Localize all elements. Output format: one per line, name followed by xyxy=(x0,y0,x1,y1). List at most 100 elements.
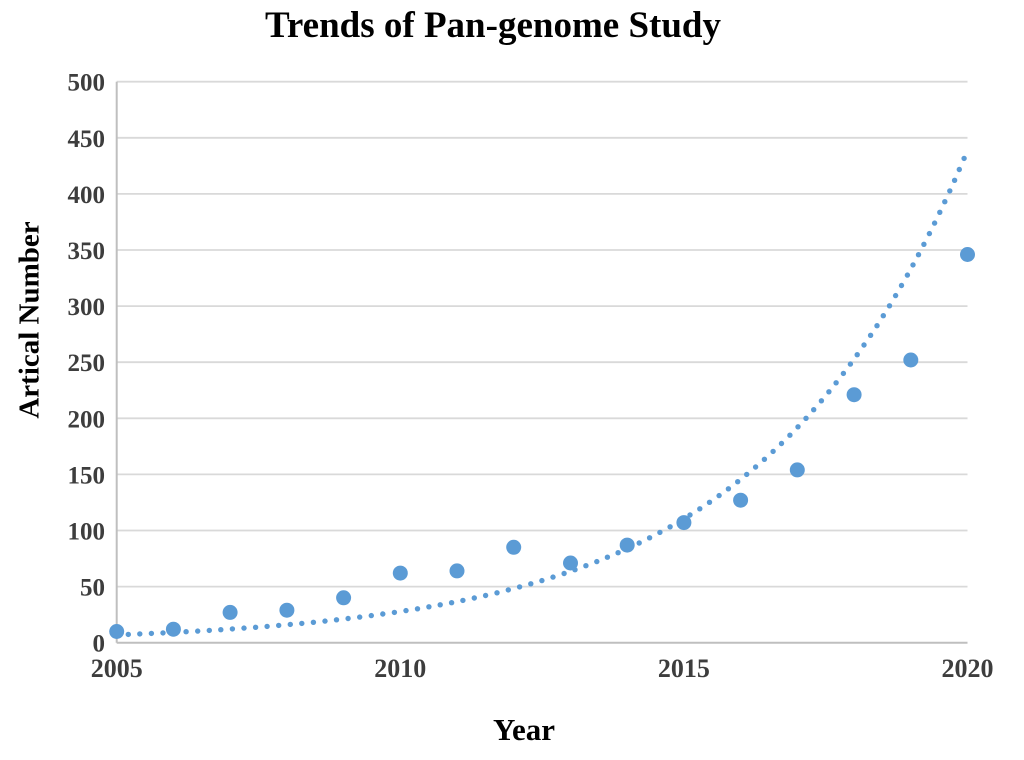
trend-dot xyxy=(735,479,741,485)
trend-dot xyxy=(826,389,832,395)
y-tick-label: 50 xyxy=(80,575,105,602)
trend-dot xyxy=(910,262,916,268)
trend-dot xyxy=(471,595,477,601)
trend-dot xyxy=(333,617,340,623)
trend-dot xyxy=(716,492,722,499)
trend-dot xyxy=(195,628,201,634)
trend-dot xyxy=(926,230,933,237)
y-tick-label: 250 xyxy=(68,350,106,377)
trend-dot xyxy=(951,177,958,183)
trend-dot xyxy=(854,352,860,358)
trend-dot xyxy=(706,499,713,505)
trend-dot xyxy=(368,612,374,619)
trend-dot xyxy=(550,574,556,580)
trend-dot xyxy=(137,631,143,637)
trend-dot xyxy=(752,464,759,470)
y-tick-label: 350 xyxy=(68,238,106,265)
trend-dot xyxy=(505,587,511,593)
trend-dot xyxy=(915,252,922,258)
trend-dot xyxy=(125,631,131,638)
trend-dot xyxy=(148,630,155,637)
data-point xyxy=(109,624,125,639)
trend-dot xyxy=(460,597,466,604)
trend-dot xyxy=(252,624,259,630)
y-tick-label: 150 xyxy=(68,462,106,489)
trend-dot xyxy=(761,456,768,462)
trend-dot xyxy=(403,607,409,614)
trend-dot xyxy=(795,424,801,430)
trend-dot xyxy=(880,313,886,319)
x-tick-label: 2010 xyxy=(374,654,426,683)
trend-dot xyxy=(229,626,236,632)
y-tick-label: 0 xyxy=(93,631,106,658)
trend-dot xyxy=(322,618,328,624)
trend-dot xyxy=(310,619,317,625)
trend-dot xyxy=(380,611,386,617)
trend-dot xyxy=(898,282,905,289)
data-point xyxy=(903,352,919,368)
trend-dot xyxy=(697,506,703,512)
y-tick-label: 400 xyxy=(68,182,106,209)
trend-dot xyxy=(426,604,432,610)
data-point xyxy=(733,492,749,508)
trend-dot xyxy=(264,623,270,630)
data-point xyxy=(336,590,352,606)
trend-dot xyxy=(287,621,293,628)
data-point xyxy=(676,515,692,531)
trend-dot xyxy=(241,625,247,631)
y-tick-label: 500 xyxy=(68,70,106,97)
x-tick-label: 2015 xyxy=(658,654,710,683)
y-tick-label: 100 xyxy=(68,519,106,546)
trend-dot xyxy=(687,512,693,518)
data-point xyxy=(222,604,238,620)
trend-dot xyxy=(931,220,938,226)
trend-dot xyxy=(494,590,500,596)
trend-dot xyxy=(657,529,663,536)
y-tick-label: 200 xyxy=(68,406,106,433)
trend-dot xyxy=(867,332,874,338)
data-point xyxy=(960,247,975,262)
trend-dot xyxy=(448,600,455,606)
trend-dot xyxy=(937,209,943,215)
trend-dot xyxy=(956,166,962,173)
data-point xyxy=(506,539,522,555)
trend-dot xyxy=(594,558,600,565)
trend-dot xyxy=(947,188,953,194)
data-point xyxy=(165,621,181,637)
trend-dot xyxy=(787,432,793,438)
data-point xyxy=(563,555,578,571)
trend-dot xyxy=(942,199,948,205)
trend-dot xyxy=(874,323,880,329)
data-point xyxy=(449,563,465,579)
trend-dot xyxy=(961,155,967,162)
trend-dot xyxy=(646,535,653,541)
data-point xyxy=(279,602,295,618)
data-point xyxy=(392,565,408,581)
trend-dot xyxy=(725,486,732,492)
data-point xyxy=(846,387,862,403)
trend-dot xyxy=(206,627,212,634)
trend-dot xyxy=(840,370,847,377)
trend-dot xyxy=(803,415,809,421)
trend-dot xyxy=(636,540,642,546)
trend-dot xyxy=(299,620,305,627)
data-point xyxy=(789,462,805,478)
trend-dot xyxy=(886,303,893,309)
trend-dot xyxy=(437,602,443,608)
chart-title: Trends of Pan-genome Study xyxy=(264,5,722,46)
trend-dot xyxy=(516,584,523,590)
trend-dot xyxy=(357,614,363,620)
trend-dot xyxy=(615,550,621,556)
trend-dot xyxy=(528,581,534,587)
trend-dot xyxy=(667,524,673,530)
trend-dot xyxy=(818,398,825,404)
trend-dot xyxy=(811,407,817,413)
trend-dot xyxy=(218,627,224,633)
trend-dot xyxy=(583,563,589,569)
trend-dot xyxy=(833,380,839,386)
trend-dot xyxy=(482,592,489,599)
y-tick-label: 450 xyxy=(68,126,106,153)
x-axis-title: Year xyxy=(493,712,555,747)
trend-dot xyxy=(892,292,899,299)
